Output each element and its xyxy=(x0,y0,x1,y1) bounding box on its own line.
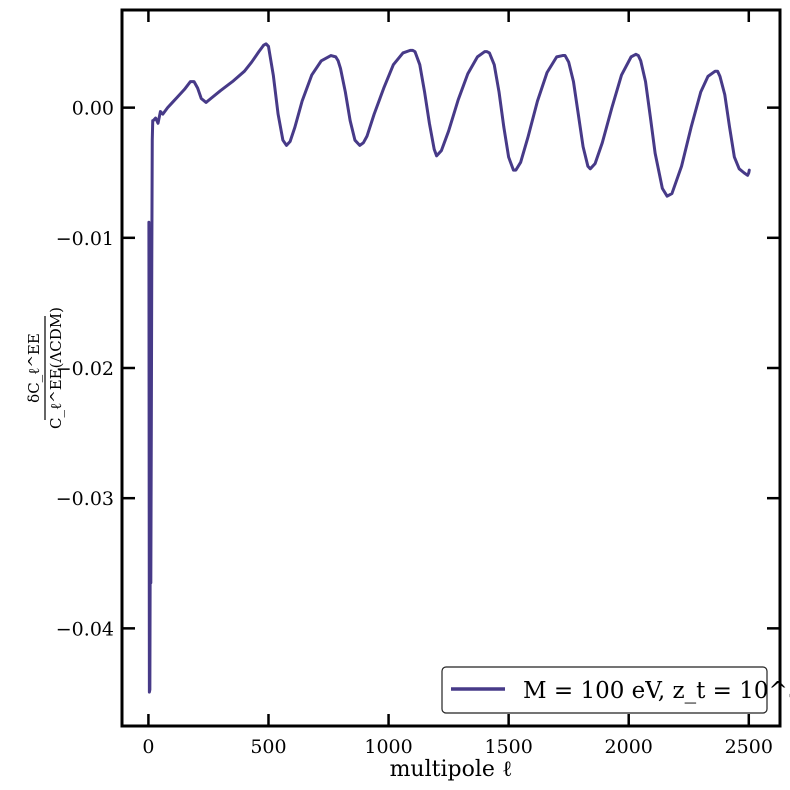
series-line-0 xyxy=(147,42,751,694)
x-axis-label: multipole ℓ xyxy=(390,757,513,782)
legend-box xyxy=(441,666,768,714)
y-tick-label: −0.03 xyxy=(56,488,114,510)
legend: M = 100 eV, z_t = 10^5 xyxy=(441,666,790,714)
y-axis-label: δC_ℓ^EE C_ℓ^EE(ΛCDM) xyxy=(25,307,65,429)
legend-entry: M = 100 eV, z_t = 10^5 xyxy=(523,678,790,704)
x-tick-label: 500 xyxy=(250,736,286,758)
y-tick-label: −0.01 xyxy=(56,228,114,250)
y-tick-label: −0.02 xyxy=(56,358,114,380)
plot-frame xyxy=(120,8,782,728)
x-tick-label: 2000 xyxy=(605,736,653,758)
y-tick-label: −0.04 xyxy=(56,618,114,640)
x-tick-label: 2500 xyxy=(725,736,773,758)
y-tick-label: 0.00 xyxy=(72,98,114,120)
x-tick-label: 1000 xyxy=(364,736,412,758)
y-axis-label-denominator: C_ℓ^EE(ΛCDM) xyxy=(47,307,65,429)
x-tick-label: 1500 xyxy=(484,736,532,758)
series-group xyxy=(147,42,751,694)
x-tick-label: 0 xyxy=(142,736,154,758)
x-ticks: 0 500 1000 1500 2000 2500 xyxy=(142,10,773,758)
y-ticks: 0.00 −0.01 −0.02 −0.03 −0.04 xyxy=(56,98,780,640)
y-axis-label-numerator: δC_ℓ^EE xyxy=(25,333,43,403)
